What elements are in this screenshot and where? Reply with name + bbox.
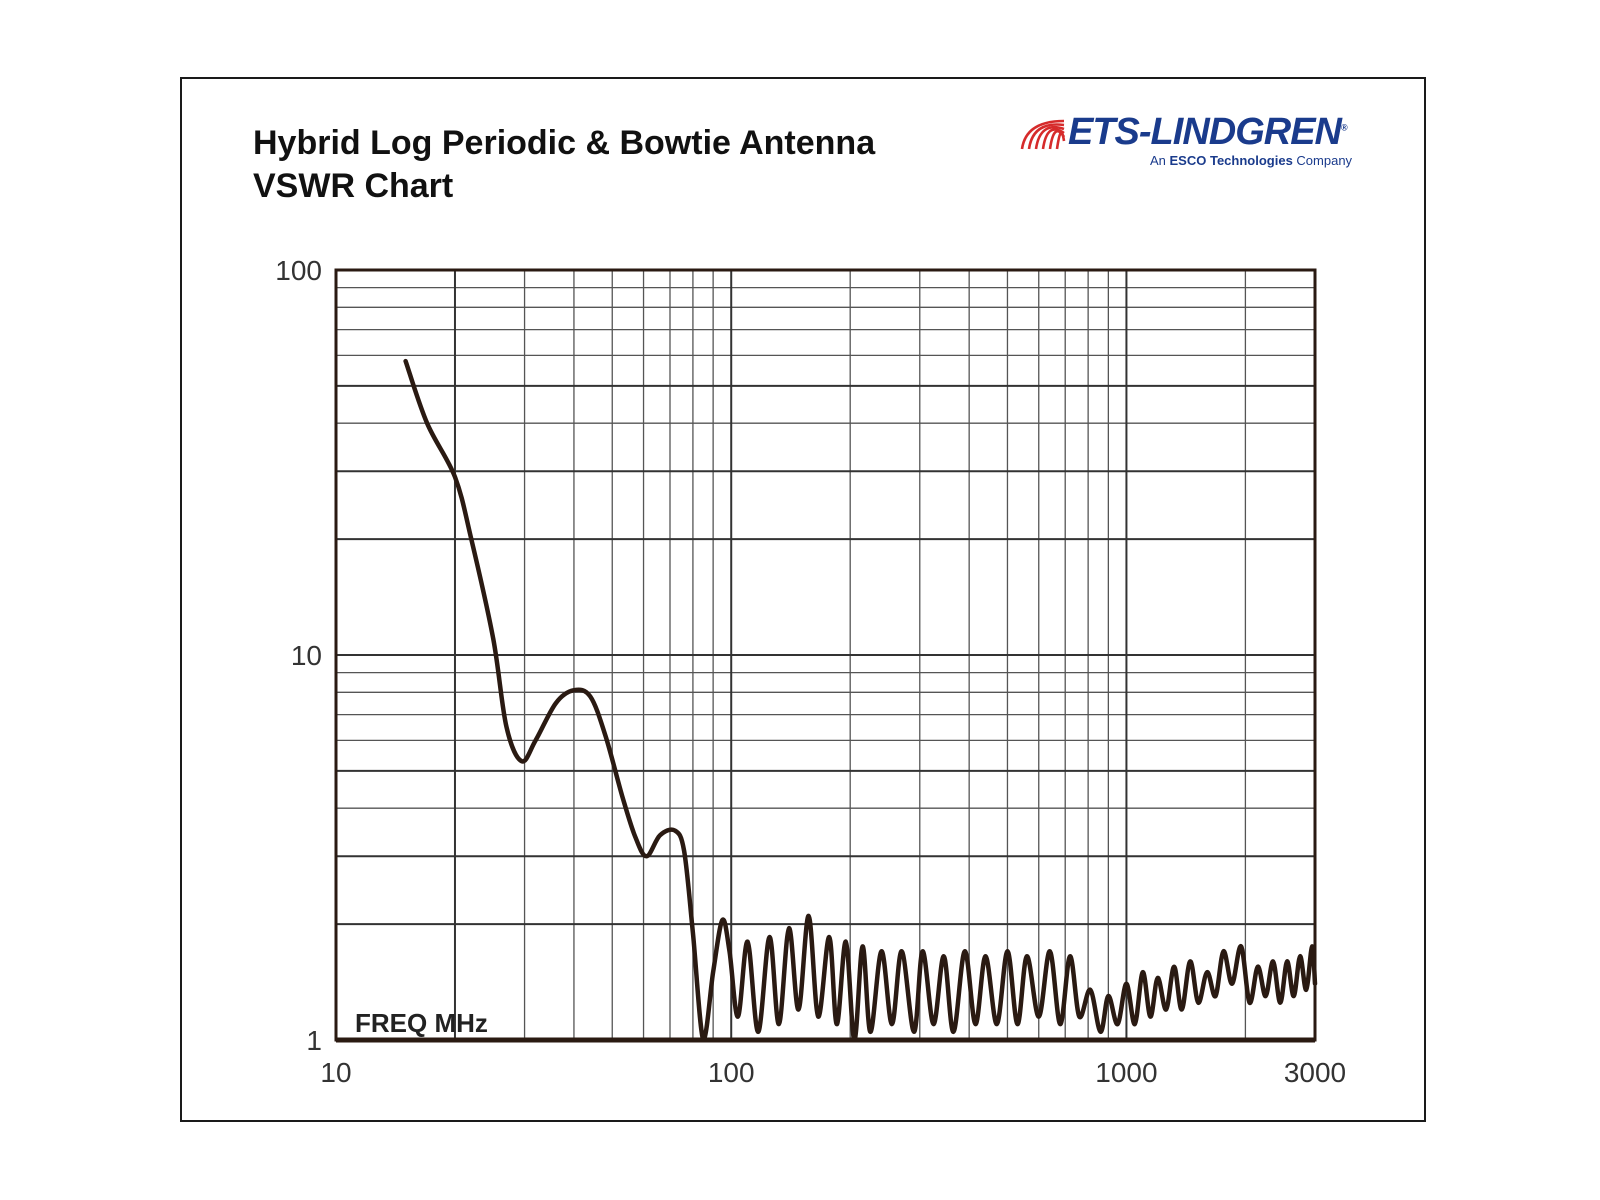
logo-wave-stroke xyxy=(1034,125,1065,150)
x-tick-label: 10 xyxy=(320,1057,351,1088)
tagline-prefix: An xyxy=(1150,153,1170,168)
logo-wordmark: ETS-LINDGREN xyxy=(1068,111,1342,153)
y-tick-label: 1 xyxy=(306,1025,322,1056)
vswr-series-line xyxy=(403,358,1318,1043)
y-tick-label: 100 xyxy=(275,255,322,286)
grid-major xyxy=(336,270,1315,1040)
tagline-company: ESCO Technologies xyxy=(1169,153,1293,168)
series-layer xyxy=(403,358,1318,1043)
title-line-1: Hybrid Log Periodic & Bowtie Antenna xyxy=(253,124,876,162)
chart-frame xyxy=(180,77,1426,1122)
chart-title: Hybrid Log Periodic & Bowtie Antenna VSW… xyxy=(253,122,875,208)
plot-area-border xyxy=(334,268,1317,1043)
x-tick-label: 100 xyxy=(708,1057,755,1088)
title-line-2: VSWR Chart xyxy=(253,167,454,205)
tagline-suffix: Company xyxy=(1292,153,1353,168)
logo-wave-icon xyxy=(1020,119,1066,150)
registered-mark: ® xyxy=(1341,122,1348,133)
logo-wave-stroke xyxy=(1055,131,1066,150)
logo-tagline: An ESCO Technologies Company xyxy=(1150,153,1352,168)
x-tick-labels: 10 100 1000 3000 xyxy=(320,1057,1346,1088)
y-tick-labels: 1 10 100 xyxy=(275,255,322,1056)
x-tick-label: 3000 xyxy=(1284,1057,1346,1088)
ets-lindgren-logo: ETS-LINDGREN® An ESCO Technologies Compa… xyxy=(1020,111,1360,175)
x-tick-label: 1000 xyxy=(1095,1057,1157,1088)
x-axis-label: FREQ MHz xyxy=(355,1008,488,1038)
y-tick-label: 10 xyxy=(291,640,322,671)
logo-wave-stroke xyxy=(1020,119,1065,150)
logo-wave-stroke xyxy=(1027,123,1065,150)
